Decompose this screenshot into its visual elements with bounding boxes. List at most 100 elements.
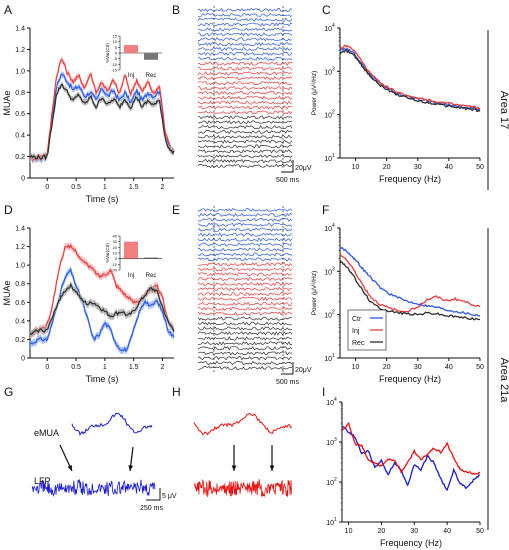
x-tick-label: 10 [352, 164, 360, 171]
y-tick-label: 0.4 [15, 318, 25, 325]
raster-trace-ctr [197, 22, 293, 27]
x-tick-label: 0 [45, 364, 49, 371]
raster-trace-inj [197, 296, 293, 302]
inset-y-tick-label: -10 [111, 62, 118, 67]
inset-x-label: Rec [146, 73, 157, 79]
x-tick-label: 50 [476, 528, 484, 535]
x-tick-label: 50 [476, 164, 484, 171]
raster-trace-rec [197, 124, 293, 130]
inset-y-tick-label: 5 [115, 45, 118, 50]
inset-y-tick-label: -15 [111, 68, 118, 73]
scalebar-g-v: 5 μV [162, 493, 177, 500]
y-tick-exp: 1 [334, 517, 337, 523]
inset-x-label: Inj [128, 73, 134, 79]
inset-y-tick-label: -10 [111, 262, 118, 267]
legend-label-ctr: Ctr [352, 316, 362, 323]
legend-label-rec: Rec [352, 340, 365, 347]
y-tick-label: 0.2 [15, 154, 25, 161]
y-tick-label: 0.8 [15, 90, 25, 97]
y-tick-exp: 4 [334, 397, 337, 403]
inset-y-tick-label: 0 [115, 51, 118, 56]
y-tick-base: 10 [326, 440, 334, 447]
series-line-ctr [339, 47, 481, 111]
raster-trace-ctr [197, 7, 293, 13]
y-tick-base: 10 [324, 113, 332, 120]
raster-trace-ctr [197, 56, 293, 61]
raster-trace-ctr [197, 257, 293, 262]
raster-trace-ctr [197, 46, 293, 52]
inset-y-tick-label: -20 [111, 268, 118, 273]
raster-trace-inj [197, 85, 293, 91]
y-tick-base: 10 [324, 156, 332, 163]
series-line-rec [339, 260, 481, 321]
raster-trace-inj [197, 277, 293, 282]
raster-trace-rec [197, 360, 293, 366]
raster-trace-rec [197, 326, 293, 331]
inset-bar-rec [144, 53, 158, 60]
scalebar-e-v: 20μV [295, 367, 312, 374]
raster-trace-ctr [197, 37, 293, 42]
y-tick-base: 10 [326, 520, 334, 527]
raster-trace-inj [197, 267, 293, 272]
raster-trace-rec [197, 158, 293, 164]
y-tick-exp: 4 [332, 23, 335, 29]
y-tick-base: 10 [324, 69, 332, 76]
raster-trace-rec [197, 316, 292, 321]
lfp-trace-h [193, 478, 293, 498]
y-tick-base: 10 [324, 313, 332, 320]
series-band-rec [30, 280, 174, 338]
x-tick-label: 1.5 [129, 184, 139, 191]
raster-trace-rec [197, 139, 293, 144]
inset-bar-rec [144, 257, 158, 259]
raster-trace-rec [197, 365, 293, 371]
series-line-ctr [29, 73, 175, 162]
area17-label: Area 17 [498, 91, 509, 130]
y-tick-label: 1.0 [15, 263, 25, 270]
panel-label-d: D [4, 203, 13, 217]
arrow-head [231, 465, 237, 471]
series-line-rec [29, 83, 175, 161]
traces-g-h [31, 412, 293, 498]
raster-trace-inj [197, 105, 293, 110]
raster-trace-inj [197, 262, 293, 267]
chart-a: 0 0.5 1 1.5 2 0 0.2 0.4 0.6 0.8 1.0 1.2 1.4 Time (s) M… [2, 26, 175, 204]
series-line-rec [29, 282, 175, 336]
y-tick-exp: 3 [332, 266, 335, 272]
raster-trace-inj [197, 76, 293, 81]
x-tick-label: 30 [414, 364, 422, 371]
y-tick-exp: 3 [334, 437, 337, 443]
raster-trace-ctr [197, 17, 293, 22]
raster-trace-inj [197, 286, 293, 292]
y-tick-label: 0.2 [15, 337, 25, 344]
y-tick-label: 0.8 [15, 281, 25, 288]
y-axis-label: Power (μV²/Hz) [311, 271, 318, 316]
panel-label-h: H [172, 385, 181, 399]
x-tick-label: 2 [161, 184, 165, 191]
series-band-rec [30, 81, 174, 163]
y-tick-exp: 2 [332, 310, 335, 316]
raster-trace-inj [197, 71, 293, 76]
x-tick-label: 40 [443, 528, 451, 535]
x-axis-label: Frequency (Hz) [379, 374, 441, 384]
panel-label-b: B [172, 3, 180, 17]
raster-trace-rec [197, 163, 293, 169]
emua-trace-h [193, 413, 293, 436]
lfp-label: LFP [34, 476, 51, 486]
raster-trace-inj [197, 306, 293, 311]
raster-trace-rec [198, 129, 293, 135]
x-tick-label: 40 [445, 164, 453, 171]
raster-b [197, 6, 293, 170]
scalebar-e-h: 500 ms [276, 379, 299, 386]
y-tick-label: 1.4 [15, 226, 25, 233]
raster-trace-inj [197, 281, 293, 287]
x-tick-label: 50 [476, 364, 484, 371]
raster-trace-rec [197, 331, 293, 336]
raster-trace-ctr [197, 208, 293, 212]
panel-label-c: C [322, 3, 331, 17]
raster-trace-ctr [197, 27, 293, 32]
y-tick-base: 10 [324, 226, 332, 233]
y-axis-label: Power (μV²/Hz) [311, 71, 318, 116]
raster-trace-ctr [197, 252, 293, 257]
